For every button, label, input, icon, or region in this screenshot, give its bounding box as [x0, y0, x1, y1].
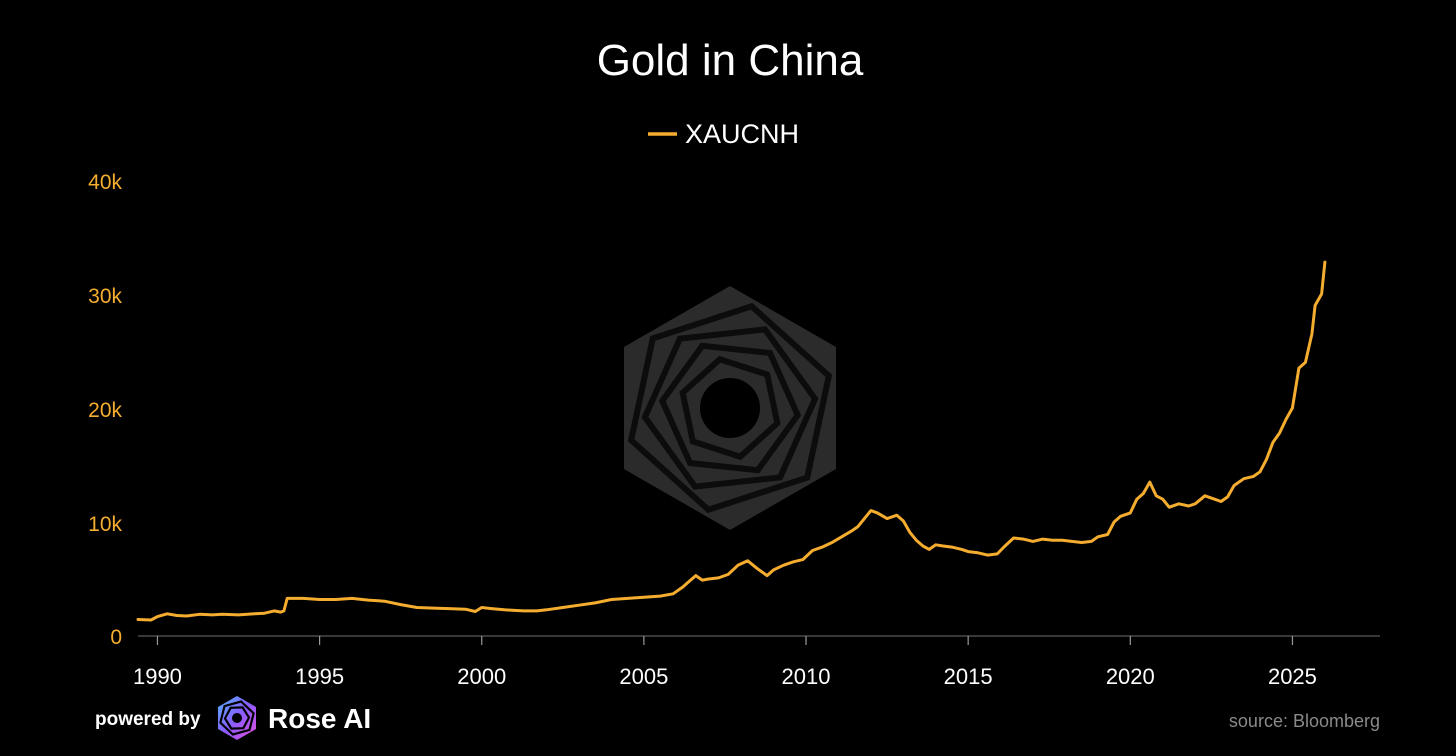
x-tick-label: 1995 — [295, 664, 344, 689]
y-tick-label: 20k — [88, 399, 122, 422]
x-tick-label: 1990 — [133, 664, 182, 689]
x-tick-label: 2000 — [457, 664, 506, 689]
powered-by-label: powered by — [95, 709, 201, 730]
y-tick-label: 40k — [88, 171, 122, 194]
rose-ai-logo-icon — [218, 696, 256, 740]
y-tick-label: 0 — [110, 626, 122, 649]
chart-title: Gold in China — [597, 36, 864, 85]
legend-label: XAUCNH — [685, 119, 799, 149]
y-axis: 40k 30k 20k 10k 0 — [88, 171, 122, 649]
series-line-xaucnh — [136, 260, 1327, 622]
x-tick-label: 2015 — [944, 664, 993, 689]
x-axis: 1990 1995 2000 2005 2010 2015 2020 2025 — [133, 636, 1317, 689]
x-tick-label: 2020 — [1106, 664, 1155, 689]
x-tick-label: 2025 — [1268, 664, 1317, 689]
legend: XAUCNH — [648, 119, 799, 149]
x-tick-label: 2005 — [619, 664, 668, 689]
footer: powered by Rose AI source: Bloomberg — [95, 696, 1380, 740]
brand-name: Rose AI — [268, 703, 371, 734]
x-tick-label: 2010 — [782, 664, 831, 689]
y-tick-label: 30k — [88, 285, 122, 308]
source-label: source: Bloomberg — [1229, 711, 1380, 731]
watermark-logo-icon — [624, 286, 836, 530]
y-tick-label: 10k — [88, 513, 122, 536]
